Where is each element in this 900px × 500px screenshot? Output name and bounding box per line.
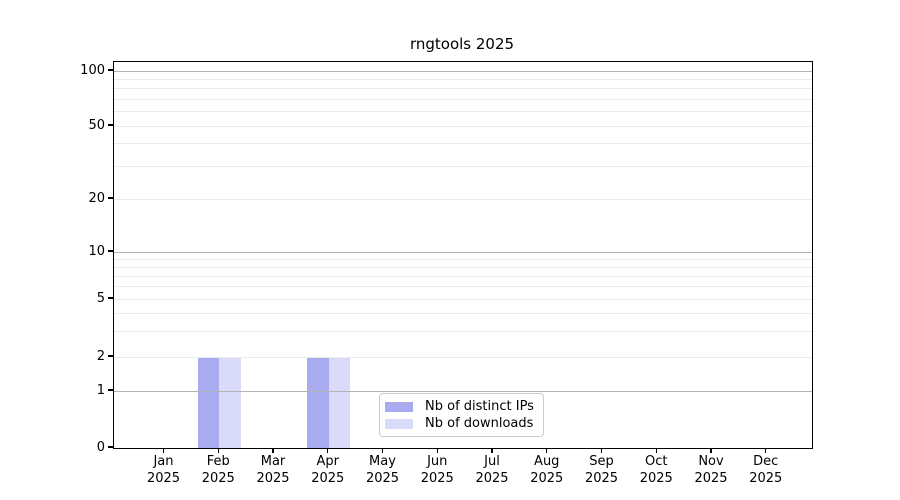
x-tick-mark-jun — [436, 448, 438, 453]
x-tick-label-jan: Jan 2025 — [146, 454, 181, 486]
bar-feb-downloads — [219, 357, 241, 448]
legend-swatch-distinct-ips — [385, 401, 413, 412]
y-tick-label-1: 1 — [96, 382, 105, 398]
legend-entry-downloads: Nb of downloads — [385, 416, 537, 432]
x-tick-label-may: May 2025 — [365, 454, 400, 486]
bar-feb-distinct-ips — [197, 357, 220, 448]
y-tick-mark-100 — [108, 69, 113, 71]
y-tick-label-100: 100 — [80, 62, 105, 78]
minor-gridline-3 — [114, 330, 812, 332]
legend: Nb of distinct IPs Nb of downloads — [379, 393, 544, 437]
minor-gridline-5 — [114, 298, 812, 300]
x-tick-label-oct: Oct 2025 — [639, 454, 673, 486]
minor-gridline-60 — [114, 111, 812, 113]
x-tick-mark-sep — [600, 448, 603, 453]
minor-gridline-7 — [114, 275, 812, 277]
minor-gridline-20 — [114, 198, 812, 200]
legend-label-downloads: Nb of downloads — [425, 415, 534, 431]
legend-entry-distinct-ips: Nb of distinct IPs — [385, 399, 537, 415]
x-tick-label-mar: Mar 2025 — [256, 454, 290, 486]
y-tick-mark-2 — [108, 355, 113, 357]
plot-area — [113, 61, 813, 449]
x-tick-mark-jul — [491, 448, 493, 453]
y-tick-mark-5 — [108, 297, 113, 299]
y-tick-mark-50 — [108, 124, 113, 126]
x-tick-label-jul: Jul 2025 — [475, 454, 509, 486]
x-tick-label-jun: Jun 2025 — [420, 454, 454, 486]
minor-gridline-4 — [114, 312, 812, 314]
minor-gridline-30 — [114, 166, 812, 168]
minor-gridline-80 — [114, 88, 812, 90]
minor-gridline-2 — [114, 356, 812, 358]
y-tick-label-10: 10 — [88, 243, 105, 259]
y-tick-label-20: 20 — [88, 190, 105, 206]
x-tick-mark-may — [381, 448, 384, 453]
y-tick-mark-20 — [108, 197, 113, 199]
x-tick-mark-mar — [272, 448, 274, 453]
x-tick-label-sep: Sep 2025 — [584, 454, 619, 486]
x-tick-mark-aug — [546, 448, 548, 453]
major-gridline-1 — [114, 390, 812, 392]
x-tick-mark-jan — [162, 448, 165, 453]
y-tick-label-50: 50 — [88, 117, 105, 133]
bar-apr-downloads — [328, 357, 351, 448]
x-tick-mark-feb — [217, 448, 219, 453]
x-tick-mark-apr — [327, 448, 329, 453]
major-gridline-100 — [114, 70, 812, 72]
chart-title: rngtools 2025 — [409, 35, 515, 53]
x-tick-mark-nov — [710, 448, 712, 453]
y-tick-label-0: 0 — [96, 439, 105, 455]
minor-gridline-6 — [114, 286, 812, 288]
bar-apr-distinct-ips — [307, 357, 329, 448]
y-tick-mark-1 — [108, 389, 113, 391]
legend-label-distinct-ips: Nb of distinct IPs — [425, 398, 534, 414]
x-tick-label-dec: Dec 2025 — [749, 454, 783, 486]
x-tick-mark-oct — [655, 448, 657, 453]
minor-gridline-8 — [114, 266, 812, 268]
x-tick-label-aug: Aug 2025 — [530, 454, 564, 486]
y-tick-label-5: 5 — [96, 290, 105, 306]
y-tick-label-2: 2 — [96, 348, 105, 364]
x-tick-label-nov: Nov 2025 — [694, 454, 728, 486]
major-gridline-10 — [114, 251, 812, 253]
minor-gridline-40 — [114, 143, 812, 145]
x-tick-label-apr: Apr 2025 — [311, 454, 345, 486]
y-tick-mark-10 — [108, 250, 113, 252]
minor-gridline-50 — [114, 125, 812, 127]
x-tick-mark-dec — [765, 448, 767, 453]
minor-gridline-90 — [114, 78, 812, 80]
minor-gridline-9 — [114, 258, 812, 260]
legend-swatch-downloads — [385, 418, 413, 429]
minor-gridline-70 — [114, 98, 812, 100]
x-tick-label-feb: Feb 2025 — [201, 454, 235, 486]
y-tick-mark-0 — [108, 446, 113, 448]
